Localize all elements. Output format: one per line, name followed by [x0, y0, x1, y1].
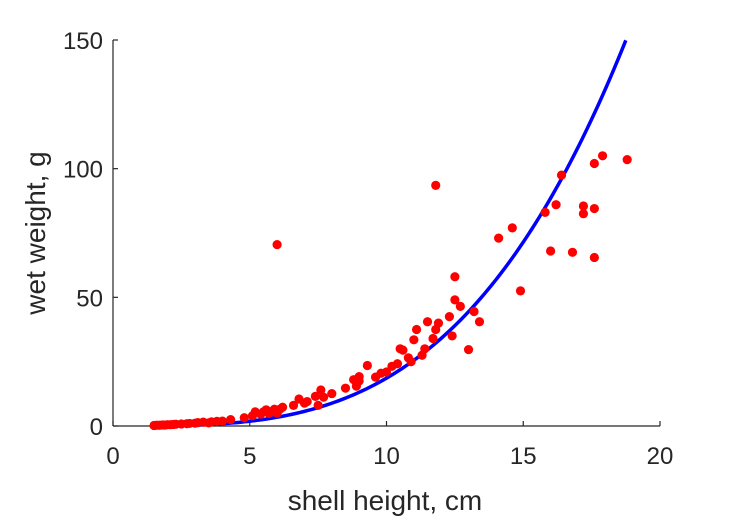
- data-point: [447, 331, 457, 341]
- data-point: [340, 383, 351, 393]
- data-point: [362, 360, 372, 371]
- data-point: [515, 286, 526, 296]
- data-point: [409, 335, 419, 345]
- data-point: [597, 151, 608, 161]
- data-point: [622, 155, 632, 165]
- data-point: [381, 367, 392, 377]
- y-tick-label: 50: [76, 285, 103, 312]
- x-tick-label: 15: [510, 443, 537, 470]
- data-point: [450, 295, 460, 305]
- data-point: [540, 207, 550, 218]
- data-point: [444, 312, 454, 322]
- data-point: [313, 400, 323, 411]
- data-point: [450, 272, 460, 282]
- y-tick-label: 0: [90, 414, 103, 441]
- data-point: [556, 170, 567, 180]
- data-point: [392, 359, 403, 369]
- ticks: [112, 39, 661, 427]
- data-point: [327, 388, 337, 399]
- data-point: [226, 414, 236, 425]
- x-tick-label: 0: [106, 443, 119, 470]
- data-point: [494, 233, 504, 243]
- tick-labels: 0 5 10 15 20 0 50 100 150: [63, 28, 673, 470]
- data-point: [546, 246, 556, 256]
- data-point: [420, 344, 430, 354]
- data-point: [455, 301, 465, 311]
- data-point: [463, 344, 474, 355]
- x-tick-label: 5: [243, 443, 256, 470]
- y-axis-label: wet weight, g: [20, 151, 51, 315]
- data-point: [272, 239, 282, 250]
- data-point: [589, 252, 599, 263]
- y-tick-label: 150: [63, 28, 103, 55]
- data-point: [422, 317, 433, 327]
- data-points: [149, 151, 632, 431]
- data-point: [431, 180, 441, 190]
- data-point: [302, 396, 312, 407]
- data-point: [578, 201, 589, 211]
- data-point: [507, 223, 517, 233]
- data-point: [217, 416, 227, 426]
- data-point: [474, 317, 485, 327]
- data-point: [551, 200, 561, 210]
- data-point: [310, 391, 320, 402]
- data-point: [354, 371, 364, 382]
- data-point: [288, 400, 299, 411]
- data-point: [411, 324, 422, 335]
- data-point: [428, 333, 438, 344]
- data-point: [433, 318, 444, 328]
- x-tick-label: 10: [373, 443, 400, 470]
- data-point: [469, 306, 479, 317]
- y-tick-label: 100: [63, 157, 103, 184]
- data-point: [589, 203, 599, 214]
- data-point: [589, 158, 599, 169]
- data-point: [567, 247, 578, 257]
- x-axis-label: shell height, cm: [288, 485, 483, 516]
- data-point: [316, 385, 326, 395]
- data-point: [277, 402, 288, 412]
- x-tick-label: 20: [647, 443, 674, 470]
- data-point: [406, 357, 416, 367]
- data-point: [398, 345, 408, 355]
- data-point: [319, 392, 329, 402]
- data-point: [578, 209, 589, 219]
- data-point: [239, 413, 249, 423]
